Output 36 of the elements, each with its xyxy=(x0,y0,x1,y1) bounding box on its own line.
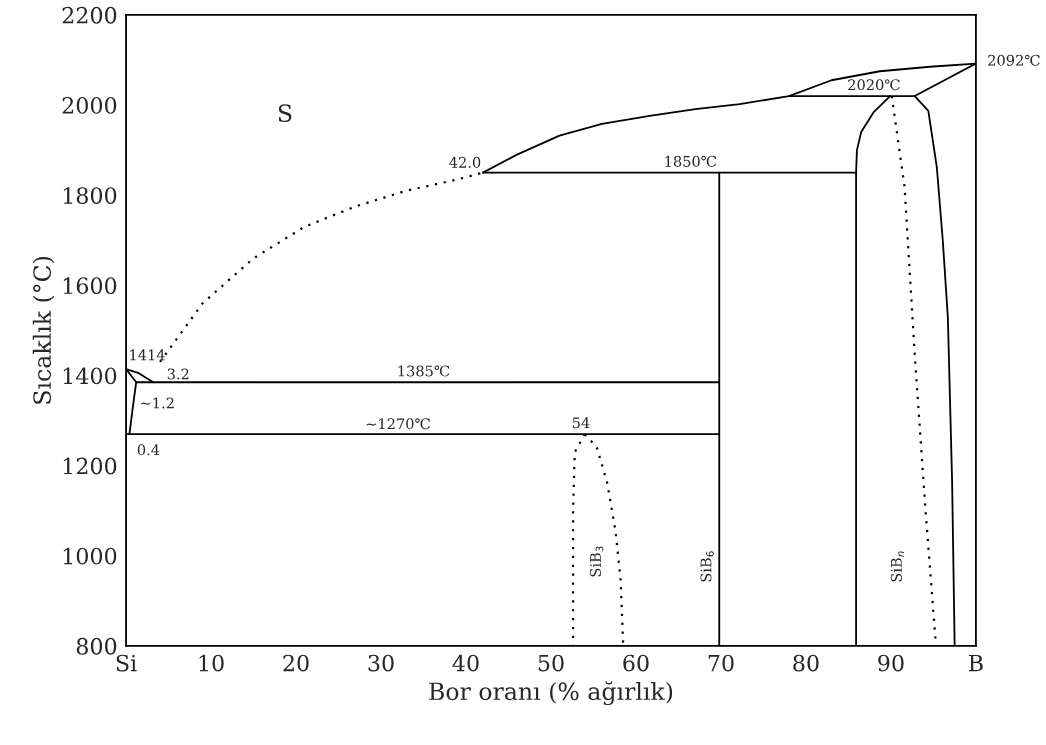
y-axis-title: Sıcaklık (°C) xyxy=(32,257,55,404)
annotation: 3.2 xyxy=(167,368,189,380)
y-tick-label: 1400 xyxy=(63,367,117,385)
annotation: ~1270℃ xyxy=(366,418,430,430)
x-tick-label: 60 xyxy=(623,654,649,672)
x-tick-label: 10 xyxy=(199,654,224,672)
annotation: SiB$_{6}$ xyxy=(700,551,714,582)
y-tick-label: 1200 xyxy=(63,457,117,475)
annotation: ~1.2 xyxy=(141,397,174,409)
x-axis-title: Bor oranı (% ağırlık) xyxy=(429,681,673,706)
annotation: 0.4 xyxy=(137,444,160,456)
annotation: 1850℃ xyxy=(665,155,717,167)
x-tick-label: 70 xyxy=(708,654,734,672)
annotation: 42.0 xyxy=(449,156,481,168)
y-tick-label: 1600 xyxy=(63,277,117,295)
x-tick-label: B xyxy=(968,654,983,672)
x-tick-label: Si xyxy=(116,654,137,672)
x-tick-label: 90 xyxy=(878,654,904,672)
annotation: 54 xyxy=(572,417,590,429)
annotation: SiB$_{n}$ xyxy=(890,551,905,582)
y-tick-label: 1000 xyxy=(63,547,117,565)
annotation: 2092℃ xyxy=(988,54,1040,66)
y-tick-label: 2000 xyxy=(62,96,117,114)
annotation: 2020℃ xyxy=(848,79,900,91)
annotation: S xyxy=(278,104,292,123)
annotation: 1385℃ xyxy=(398,365,450,377)
y-tick-label: 1800 xyxy=(63,187,117,204)
x-tick-label: 40 xyxy=(452,654,479,672)
y-tick-label: 800 xyxy=(76,637,117,655)
y-tick-label: 2200 xyxy=(62,6,117,24)
x-tick-label: 20 xyxy=(283,654,309,672)
annotation: SiB$_{3}$ xyxy=(589,546,604,577)
x-tick-label: 30 xyxy=(368,654,394,672)
x-tick-label: 80 xyxy=(793,654,819,672)
annotation: 1414 xyxy=(130,349,165,361)
x-tick-label: 50 xyxy=(538,654,564,672)
